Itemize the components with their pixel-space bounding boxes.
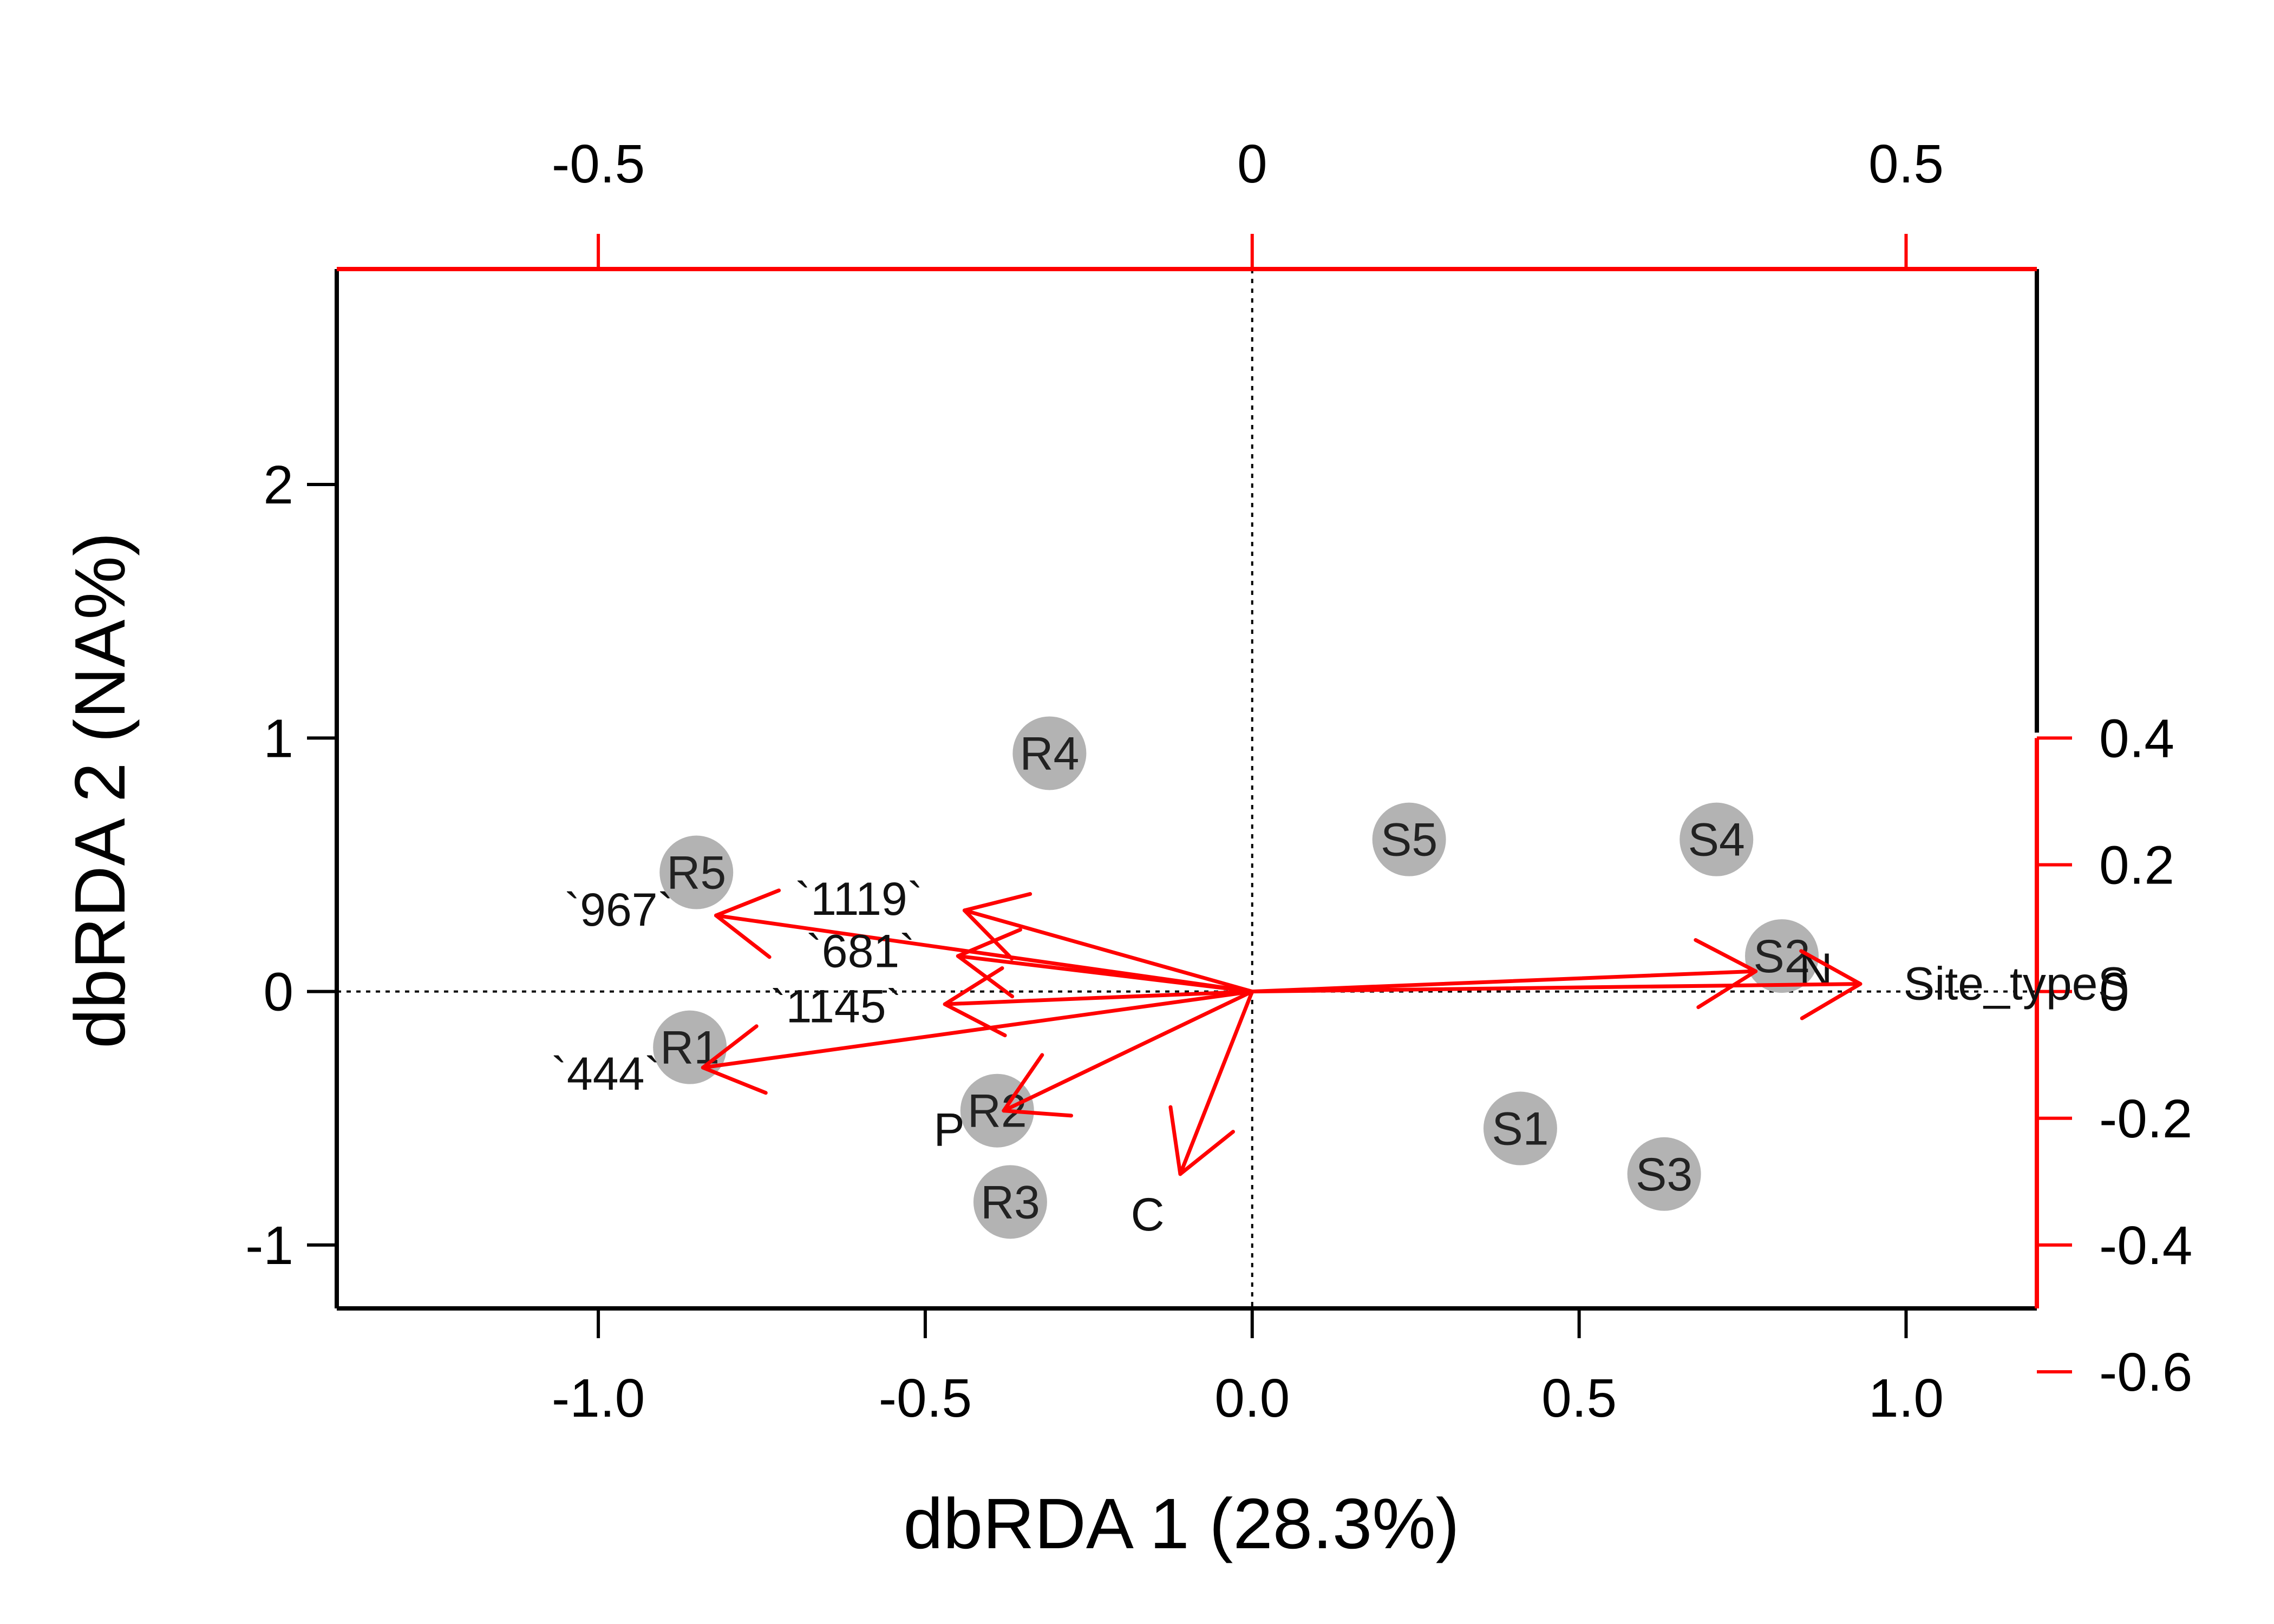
right-tick-label-0-2: 0.2 (2099, 835, 2174, 895)
vector-label-444: `444` (551, 1048, 660, 1100)
right-tick-label-0-4: 0.4 (2099, 708, 2174, 769)
site-label-s5: S5 (1381, 814, 1437, 866)
x-axis-title: dbRDA 1 (28.3%) (903, 1484, 1459, 1563)
vector-label-681: `681` (806, 925, 915, 977)
site-label-r5: R5 (666, 847, 726, 899)
right-tick-label-0-6: -0.6 (2099, 1342, 2192, 1403)
x-tick-label-0-5: -0.5 (879, 1368, 972, 1429)
y-tick-label-2: 2 (263, 455, 293, 515)
right-tick-label-0-4: -0.4 (2099, 1215, 2192, 1276)
right-tick-label-0-2: -0.2 (2099, 1089, 2192, 1149)
y-tick-label-1: 1 (263, 708, 293, 769)
vector-label-1119: `1119` (795, 873, 923, 925)
vector-label-site-types: Site_typeS (1904, 958, 2129, 1010)
vector-label-c: C (1131, 1189, 1164, 1241)
x-tick-label-1-0: -1.0 (552, 1368, 645, 1429)
site-label-s3: S3 (1636, 1149, 1693, 1201)
x-tick-label-0-0: 0.0 (1214, 1368, 1290, 1429)
y-axis-title: dbRDA 2 (NA%) (60, 532, 140, 1049)
site-label-s1: S1 (1492, 1103, 1548, 1155)
site-label-r4: R4 (1020, 728, 1079, 780)
site-label-r3: R3 (981, 1176, 1040, 1228)
top-tick-label-0: 0 (1237, 134, 1267, 194)
y-tick-label-0: 0 (263, 962, 293, 1023)
x-tick-label-0-5: 0.5 (1541, 1368, 1617, 1429)
vector-label-p: P (933, 1104, 964, 1156)
top-tick-label-0-5: 0.5 (1868, 134, 1944, 194)
y-tick-label-1: -1 (245, 1215, 293, 1276)
site-label-s4: S4 (1688, 814, 1745, 866)
vector-label-1145: `1145` (770, 980, 901, 1032)
vector-label-967: `967` (564, 884, 673, 936)
top-tick-label-0-5: -0.5 (552, 134, 645, 194)
x-tick-label-1-0: 1.0 (1868, 1368, 1944, 1429)
